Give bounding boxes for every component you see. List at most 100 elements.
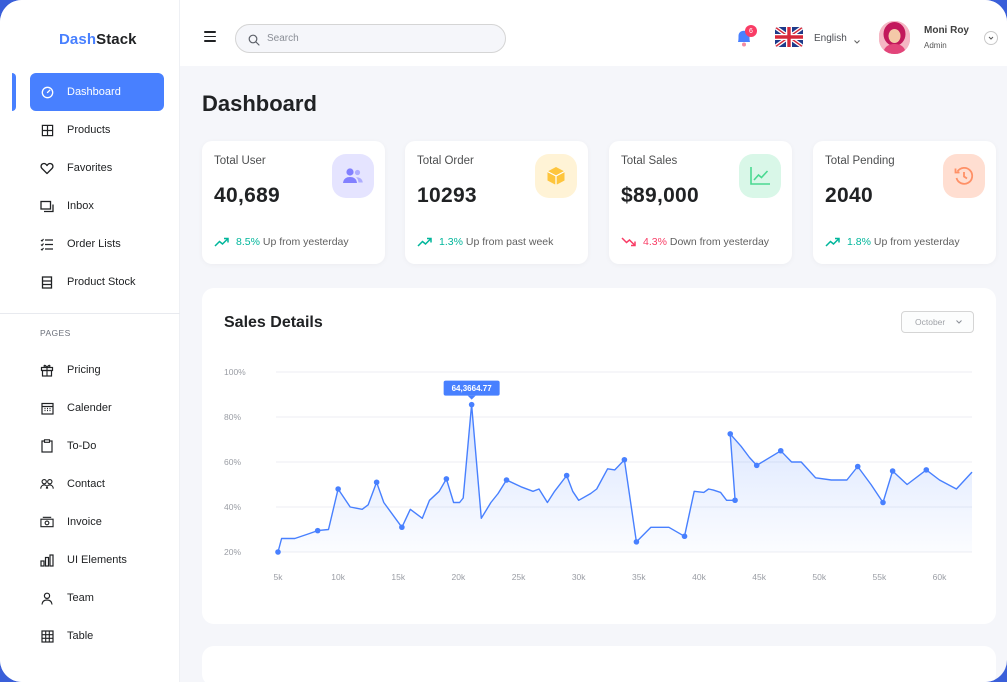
box-icon	[547, 167, 565, 185]
stat-trend-text: Down from yesterday	[669, 236, 770, 248]
sidebar-item-inbox[interactable]: Inbox	[30, 187, 164, 225]
data-point	[335, 486, 341, 492]
data-point	[854, 463, 861, 470]
data-point	[468, 401, 475, 408]
sidebar-item-label: Pricing	[67, 364, 101, 376]
tooltip-box	[443, 380, 500, 396]
brand-logo-accent: Dash	[59, 31, 97, 48]
stat-value: 40,689	[214, 184, 281, 207]
y-tick-label: 20%	[224, 547, 241, 557]
sidebar-item-table[interactable]: Table	[30, 617, 164, 655]
data-point	[503, 477, 510, 483]
grid-icon	[40, 123, 54, 137]
sidebar-item-contact[interactable]: Contact	[30, 465, 164, 503]
sidebar-item-ui-elements[interactable]: UI Elements	[30, 541, 164, 579]
sidebar-item-pricing[interactable]: Pricing	[30, 351, 164, 389]
stat-card-total-user: Total User 40,689 8.5% Up from yesterday	[202, 141, 385, 264]
sidebar-item-label: Order Lists	[67, 238, 121, 250]
sidebar: DashStack Dashboard Products Favorites I…	[0, 0, 180, 682]
user-menu-chevron-icon[interactable]	[984, 31, 998, 45]
stat-trend: 1.3% Up from past week	[417, 236, 553, 248]
data-point	[314, 527, 321, 534]
sidebar-item-label: Product Stock	[67, 276, 136, 288]
sidebar-item-product-stock[interactable]: Product Stock	[30, 263, 164, 301]
stat-trend-pct: 4.3%	[643, 236, 667, 248]
stat-icon-box	[739, 154, 781, 198]
inbox-icon	[40, 199, 54, 213]
chevron-down-icon[interactable]	[853, 33, 861, 44]
sales-chart: 20% 40% 60% 80% 100% 5k 10k 15k 20k 25k 30k 35k 40k 4…	[224, 367, 973, 582]
notification-badge: 6	[745, 25, 757, 37]
data-point	[889, 468, 896, 474]
x-tick-label: 5k	[274, 572, 284, 582]
stat-icon-box	[535, 154, 577, 198]
search-icon	[248, 33, 260, 46]
data-point	[633, 539, 640, 545]
sidebar-item-label: Contact	[67, 478, 105, 490]
stat-trend-pct: 1.8%	[847, 236, 871, 248]
user-name: Moni Roy	[924, 25, 969, 36]
sidebar-item-label: To-Do	[67, 440, 97, 452]
sidebar-item-calender[interactable]: Calender	[30, 389, 164, 427]
sidebar-item-label: Table	[67, 630, 94, 642]
sidebar-item-favorites[interactable]: Favorites	[30, 149, 164, 187]
search-input[interactable]	[267, 33, 487, 44]
x-tick-label: 55k	[873, 572, 887, 582]
stat-trend-text: Up from yesterday	[873, 236, 960, 248]
series-area	[278, 404, 972, 552]
calendar-icon	[40, 401, 54, 415]
data-point	[275, 549, 281, 555]
tooltip-label: 64,3664.77	[452, 384, 493, 393]
users-icon	[343, 168, 363, 183]
avatar[interactable]	[879, 21, 910, 54]
stat-label: Total Order	[417, 155, 474, 167]
bar-chart-icon	[40, 553, 54, 567]
line-chart-icon	[750, 167, 770, 185]
sidebar-item-dashboard[interactable]: Dashboard	[30, 73, 164, 111]
x-tick-label: 20k	[452, 572, 466, 582]
data-point	[563, 472, 570, 479]
brand-logo[interactable]: DashStack	[59, 31, 137, 48]
y-tick-label: 60%	[224, 457, 241, 467]
uk-flag-icon[interactable]	[775, 27, 803, 47]
sidebar-divider	[0, 313, 180, 314]
x-tick-label: 35k	[632, 572, 646, 582]
stat-label: Total Sales	[621, 155, 678, 167]
sidebar-item-invoice[interactable]: Invoice	[30, 503, 164, 541]
month-dropdown[interactable]: October	[901, 311, 974, 333]
data-point	[777, 447, 784, 454]
stat-label: Total User	[214, 155, 266, 167]
data-point	[443, 476, 450, 482]
stat-value: 10293	[417, 184, 477, 207]
x-tick-label: 50k	[812, 572, 826, 582]
sidebar-section-label: PAGES	[40, 328, 71, 338]
hamburger-menu-icon[interactable]	[204, 31, 216, 42]
sidebar-item-label: Team	[67, 592, 94, 604]
sidebar-item-order-lists[interactable]: Order Lists	[30, 225, 164, 263]
top-bar: 6 English Moni Roy Admin	[180, 0, 1007, 66]
language-selector[interactable]: English	[814, 33, 847, 44]
x-tick-label: 30k	[572, 572, 586, 582]
stat-card-total-order: Total Order 10293 1.3% Up from past week	[405, 141, 588, 264]
sidebar-item-label: Favorites	[67, 162, 113, 174]
sidebar-item-team[interactable]: Team	[30, 579, 164, 617]
sidebar-item-label: Products	[67, 124, 111, 136]
y-tick-label: 80%	[224, 412, 241, 422]
stat-card-total-pending: Total Pending 2040 1.8% Up from yesterda…	[813, 141, 996, 264]
data-point	[880, 499, 886, 506]
search-box[interactable]	[235, 24, 506, 53]
series-line	[277, 403, 973, 553]
active-indicator	[12, 73, 16, 111]
stat-value: $89,000	[621, 184, 700, 207]
invoice-icon	[40, 515, 54, 529]
sidebar-item-to-do[interactable]: To-Do	[30, 427, 164, 465]
sidebar-item-label: UI Elements	[67, 554, 127, 566]
bottom-card	[202, 646, 996, 682]
x-tick-label: 15k	[391, 572, 405, 582]
stat-trend-pct: 8.5%	[236, 236, 260, 248]
gift-icon	[40, 363, 54, 377]
sidebar-item-products[interactable]: Products	[30, 111, 164, 149]
data-point	[621, 456, 628, 463]
sidebar-item-label: Invoice	[67, 516, 102, 528]
stat-trend: 8.5% Up from yesterday	[214, 236, 349, 248]
